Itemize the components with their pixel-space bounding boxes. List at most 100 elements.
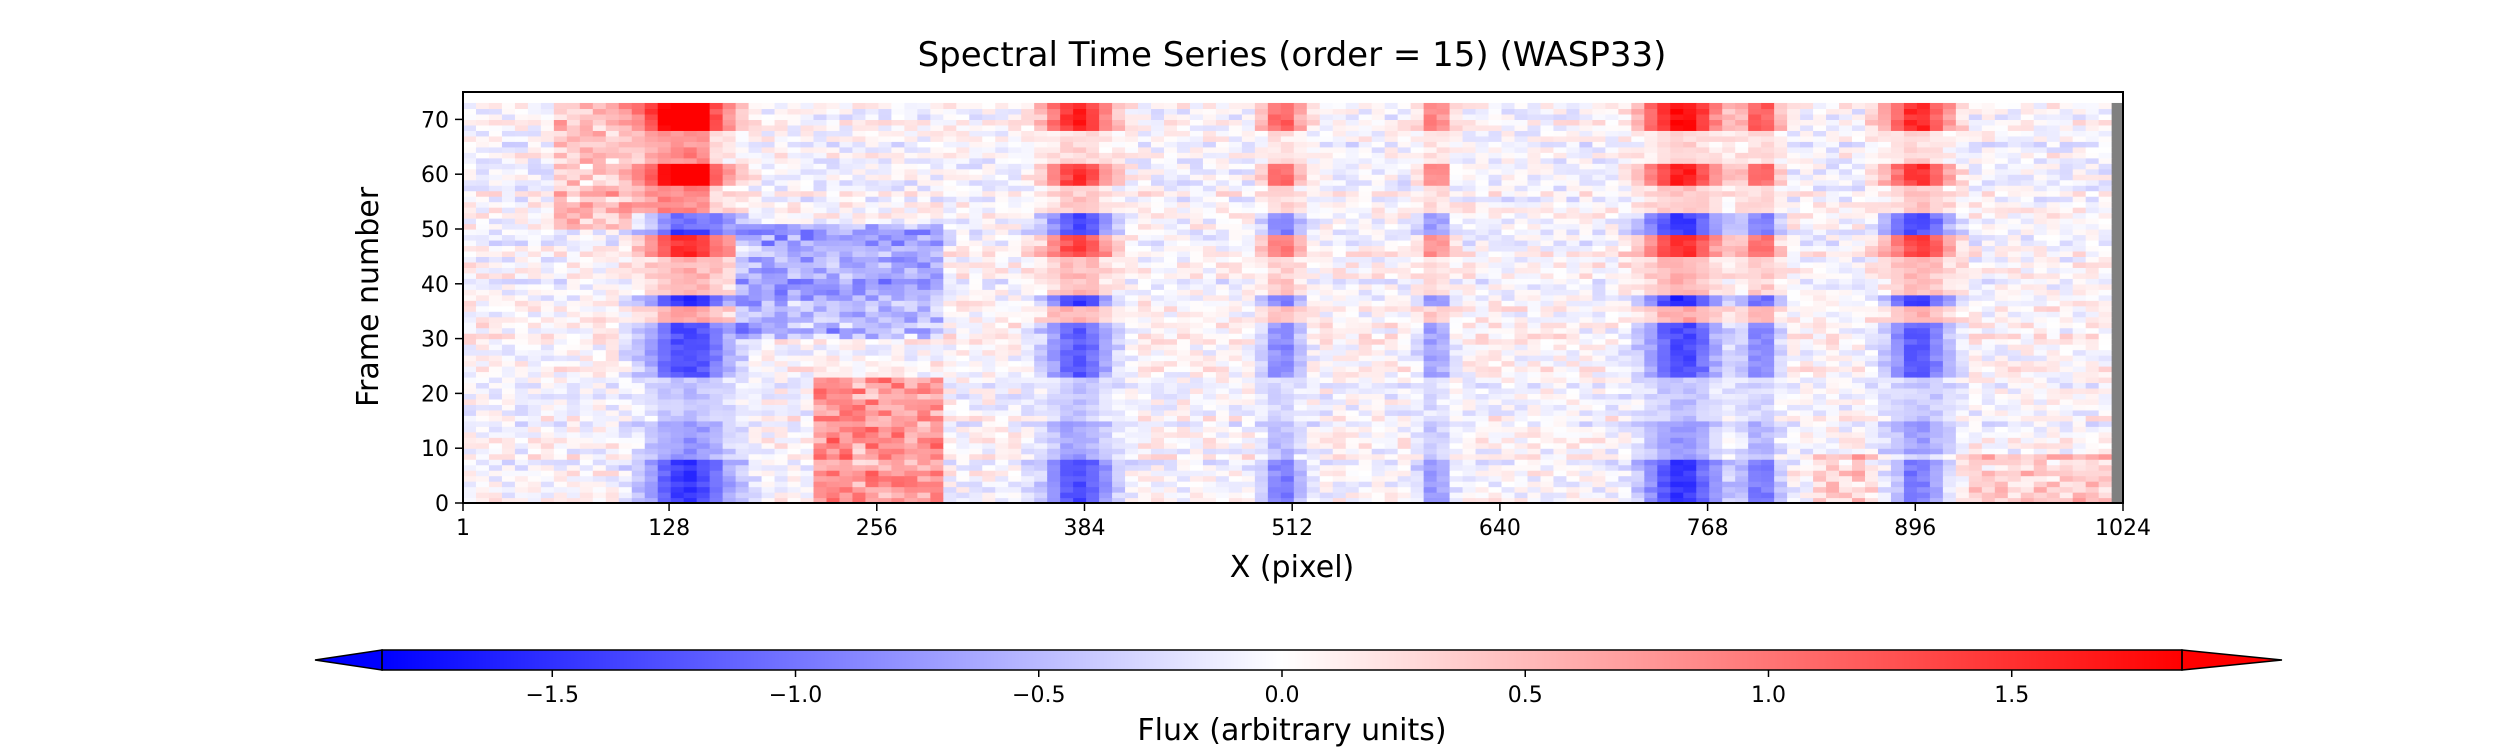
heatmap-cell <box>904 497 918 504</box>
heatmap-cell <box>1397 459 1412 466</box>
heatmap-cell <box>1047 360 1061 367</box>
heatmap-cell <box>605 486 620 493</box>
heatmap-cell <box>566 371 581 378</box>
heatmap-cell <box>644 426 659 433</box>
heatmap-cell <box>1138 338 1152 345</box>
heatmap-cell <box>1215 415 1230 422</box>
heatmap-cell <box>1813 344 1827 351</box>
heatmap-cell <box>501 316 516 323</box>
heatmap-cell <box>1592 294 1606 301</box>
heatmap-cell <box>1540 459 1555 466</box>
heatmap-cell <box>1371 475 1386 482</box>
heatmap-cell <box>1942 448 1957 455</box>
heatmap-cell <box>1475 492 1490 499</box>
heatmap-cell <box>2020 355 2035 362</box>
heatmap-cell <box>1579 453 1593 460</box>
heatmap-cell <box>2033 289 2048 296</box>
heatmap-cell <box>852 459 867 466</box>
heatmap-cell <box>657 366 672 373</box>
heatmap-cell <box>1449 311 1464 318</box>
heatmap-cell <box>1034 398 1048 405</box>
heatmap-cell <box>1709 470 1723 477</box>
heatmap-cell <box>1371 311 1386 318</box>
heatmap-cell <box>1942 305 1957 312</box>
heatmap-cell <box>683 459 698 466</box>
heatmap-cell <box>1722 322 1736 329</box>
heatmap-cell <box>1501 486 1516 493</box>
heatmap-cell <box>1176 376 1191 384</box>
heatmap-cell <box>1787 431 1801 438</box>
heatmap-cell <box>1644 453 1658 460</box>
heatmap-cell <box>1151 344 1165 351</box>
heatmap-cell <box>1228 420 1243 427</box>
heatmap-cell <box>1423 387 1438 394</box>
heatmap-cell <box>891 497 905 504</box>
heatmap-cell <box>1449 360 1464 367</box>
heatmap-cell <box>2046 475 2061 482</box>
heatmap-cell <box>1722 420 1736 427</box>
heatmap-cell <box>1034 453 1048 460</box>
heatmap-cell <box>1215 470 1230 477</box>
heatmap-cell <box>670 322 685 329</box>
heatmap-cell <box>1929 404 1944 411</box>
heatmap-cell <box>463 415 477 422</box>
heatmap-cell <box>852 382 867 389</box>
heatmap-cell <box>1060 492 1074 499</box>
heatmap-cell <box>553 387 568 394</box>
heatmap-cell <box>930 316 944 323</box>
heatmap-cell <box>1566 442 1580 449</box>
heatmap-cell <box>1228 486 1243 493</box>
heatmap-cell <box>1852 448 1866 455</box>
heatmap-cell <box>1488 464 1503 471</box>
heatmap-cell <box>1202 486 1217 493</box>
heatmap-cell <box>1241 294 1256 301</box>
heatmap-cell <box>1579 486 1593 493</box>
heatmap-cell <box>1852 305 1866 312</box>
heatmap-cell <box>891 382 905 389</box>
heatmap-cell <box>1722 481 1736 488</box>
heatmap-cell <box>566 475 581 482</box>
heatmap-cell <box>787 382 802 389</box>
heatmap-cell <box>1735 366 1749 373</box>
heatmap-cell <box>813 316 828 323</box>
heatmap-cell <box>1332 333 1347 340</box>
heatmap-cell <box>566 355 581 362</box>
heatmap-cell <box>1164 437 1178 444</box>
heatmap-cell <box>540 420 555 427</box>
heatmap-cell <box>1423 481 1438 488</box>
heatmap-cell <box>1735 355 1749 362</box>
heatmap-cell <box>566 453 581 460</box>
heatmap-cell <box>1877 333 1892 340</box>
heatmap-cell <box>475 322 490 329</box>
heatmap-cell <box>2020 366 2035 373</box>
heatmap-cell <box>488 294 503 301</box>
heatmap-cell <box>709 322 724 329</box>
heatmap-cell <box>1852 322 1866 329</box>
heatmap-cell <box>605 492 620 499</box>
heatmap-cell <box>774 481 789 488</box>
heatmap-cell <box>2059 387 2074 394</box>
heatmap-cell <box>1644 349 1658 356</box>
heatmap-cell <box>1449 481 1464 488</box>
heatmap-cell <box>540 371 555 378</box>
heatmap-cell <box>1410 387 1425 394</box>
heatmap-cell <box>1864 409 1879 416</box>
heatmap-cell <box>605 481 620 488</box>
heatmap-cell <box>1280 311 1295 318</box>
heatmap-cell <box>709 409 724 416</box>
heatmap-cell <box>1553 322 1568 329</box>
heatmap-cell <box>1981 481 1996 488</box>
heatmap-cell <box>1319 481 1334 488</box>
heatmap-cell <box>1345 431 1360 438</box>
heatmap-cell <box>1540 393 1555 400</box>
heatmap-cell <box>2085 344 2100 351</box>
heatmap-cell <box>475 442 490 449</box>
heatmap-cell <box>2020 426 2035 433</box>
heatmap-cell <box>1008 311 1022 318</box>
heatmap-cell <box>670 442 685 449</box>
heatmap-cell <box>1202 426 1217 433</box>
heatmap-cell <box>1047 470 1061 477</box>
heatmap-cell <box>1981 453 1996 460</box>
heatmap-cell <box>891 349 905 356</box>
heatmap-cell <box>579 355 594 362</box>
